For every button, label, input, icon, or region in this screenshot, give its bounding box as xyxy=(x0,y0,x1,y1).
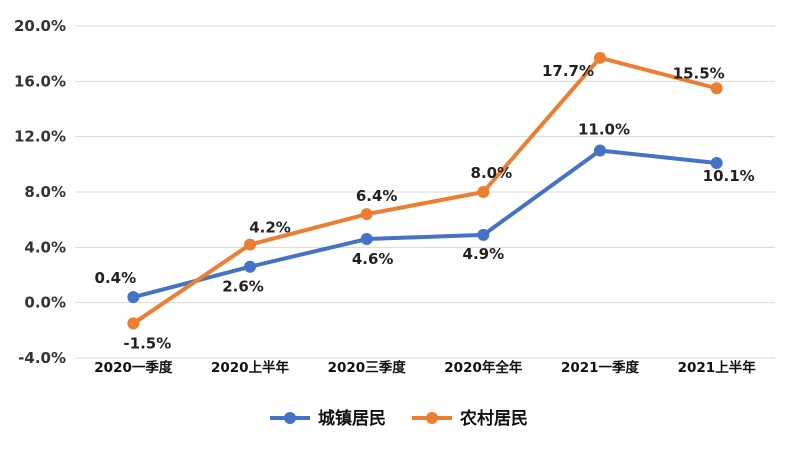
x-category-label: 2020年全年 xyxy=(444,359,523,376)
y-tick-label: 20.0% xyxy=(14,17,66,35)
data-point xyxy=(360,233,373,246)
data-point xyxy=(710,156,723,169)
data-label: 11.0% xyxy=(578,121,630,139)
y-tick-label: 16.0% xyxy=(14,72,66,90)
gridlines xyxy=(75,25,775,359)
data-label: 15.5% xyxy=(673,64,725,82)
x-category-label: 2021一季度 xyxy=(561,359,640,376)
data-point xyxy=(244,238,256,251)
data-labels: 0.4% 2.6% 4.6% 4.9% 11.0% 10.1% -1.5% 4.2% 6.4% 8… xyxy=(95,62,755,353)
legend-marker xyxy=(426,412,438,424)
data-point xyxy=(594,144,606,157)
series xyxy=(127,51,723,330)
data-point xyxy=(477,228,490,241)
data-point xyxy=(477,186,490,198)
data-point xyxy=(710,82,723,95)
x-category-label: 2020上半年 xyxy=(211,359,290,376)
y-tick-label: 12.0% xyxy=(14,128,66,146)
data-point xyxy=(594,51,606,64)
legend-marker xyxy=(284,412,296,424)
data-label: -1.5% xyxy=(123,334,171,352)
y-tick-label: 0.0% xyxy=(24,294,66,312)
series-line xyxy=(132,148,717,300)
y-tick-label: 4.0% xyxy=(24,238,66,256)
y-tick-label: 8.0% xyxy=(24,183,66,201)
data-point xyxy=(360,208,373,221)
data-label: 2.6% xyxy=(222,278,264,296)
data-label: 4.6% xyxy=(352,250,394,268)
series-urban xyxy=(127,144,723,304)
data-label: 0.4% xyxy=(95,269,137,287)
data-label: 17.7% xyxy=(542,62,594,80)
y-tick-label: -4.0% xyxy=(18,349,66,367)
series-rural xyxy=(127,51,723,330)
x-category-label: 2020三季度 xyxy=(328,359,407,376)
y-axis-ticks: -4.0% 0.0% 4.0% 8.0% 12.0% 16.0% 20.0% xyxy=(14,17,66,367)
x-axis-categories: 2020一季度 2020上半年 2020三季度 2020年全年 2021一季度 2021上… xyxy=(94,359,756,376)
data-point xyxy=(127,317,140,330)
legend-label: 城镇居民 xyxy=(318,408,386,429)
legend-item: 农村居民 xyxy=(412,408,528,429)
data-label: 4.2% xyxy=(249,219,291,237)
data-point xyxy=(244,260,256,273)
data-point xyxy=(127,291,140,304)
data-label: 6.4% xyxy=(356,187,398,205)
series-line xyxy=(132,55,718,326)
legend: 城镇居民 农村居民 xyxy=(270,408,528,429)
legend-item: 城镇居民 xyxy=(270,408,386,429)
data-label: 10.1% xyxy=(703,167,755,185)
data-label: 4.9% xyxy=(463,245,505,263)
x-category-label: 2021上半年 xyxy=(678,359,757,376)
x-category-label: 2020一季度 xyxy=(94,359,173,376)
data-label: 8.0% xyxy=(471,164,513,182)
legend-label: 农村居民 xyxy=(459,408,528,429)
